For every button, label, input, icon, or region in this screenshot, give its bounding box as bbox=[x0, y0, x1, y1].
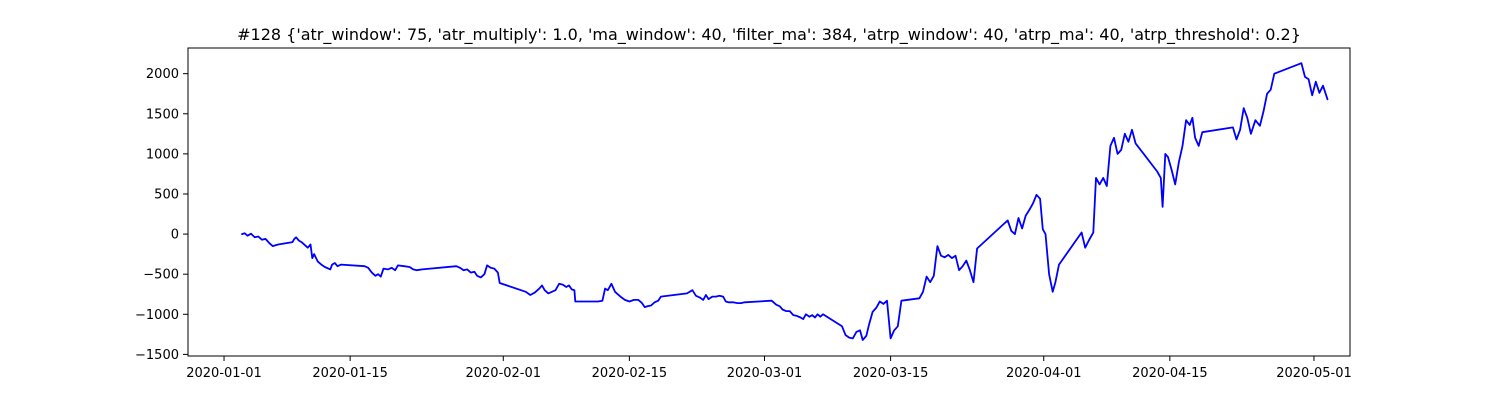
y-tick-label: 0 bbox=[171, 228, 179, 243]
x-tick-label: 2020-02-15 bbox=[592, 366, 668, 381]
x-tick-label: 2020-04-01 bbox=[1006, 366, 1082, 381]
x-axis: 2020-01-01 2020-01-15 2020-02-01 2020-02-15… bbox=[186, 356, 1352, 381]
x-tick-label: 2020-05-01 bbox=[1276, 366, 1352, 381]
axes-frame bbox=[187, 47, 1351, 357]
y-tick-label: 1500 bbox=[146, 107, 179, 122]
x-tick-label: 2020-02-01 bbox=[465, 366, 541, 381]
y-tick-label: −1500 bbox=[135, 348, 179, 363]
x-tick-label: 2020-03-01 bbox=[727, 366, 803, 381]
x-tick-label: 2020-01-15 bbox=[312, 366, 388, 381]
y-tick-label: −1000 bbox=[135, 308, 179, 323]
series-line-0 bbox=[241, 62, 1329, 341]
y-tick-label: 500 bbox=[154, 187, 179, 202]
x-tick-label: 2020-04-15 bbox=[1132, 366, 1208, 381]
y-tick-label: 1000 bbox=[146, 147, 179, 162]
x-tick-label: 2020-03-15 bbox=[853, 366, 929, 381]
x-tick-label: 2020-01-01 bbox=[186, 366, 262, 381]
y-tick-label: 2000 bbox=[146, 67, 179, 82]
chart-title: #128 {'atr_window': 75, 'atr_multiply': … bbox=[237, 25, 1301, 45]
y-axis: −1500 −1000 −500 0 500 1000 1500 2000 bbox=[135, 67, 188, 363]
y-tick-label: −500 bbox=[143, 268, 179, 283]
plot-area bbox=[241, 62, 1329, 341]
